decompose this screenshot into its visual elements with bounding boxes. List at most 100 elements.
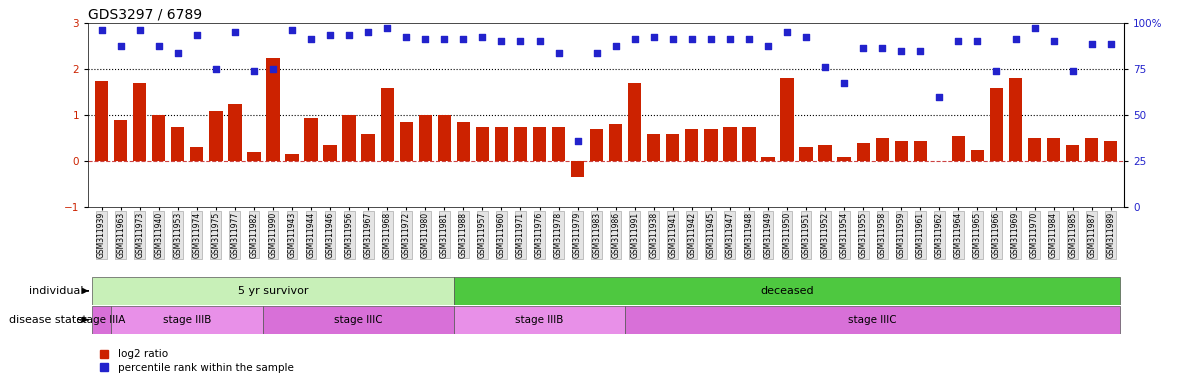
Point (434, 36, 453, 42)
Bar (95, 81, 108, 161)
FancyBboxPatch shape (454, 277, 1121, 305)
Text: stage IIIC: stage IIIC (334, 314, 383, 325)
Point (226, 29, 245, 35)
Bar (380, 88, 394, 161)
Point (454, 36, 473, 42)
Point (834, 80, 853, 86)
Text: stage IIIC: stage IIIC (849, 314, 897, 325)
Bar (1046, 138, 1060, 161)
Bar (476, 127, 490, 161)
Bar (685, 129, 698, 161)
FancyBboxPatch shape (111, 306, 264, 333)
Point (930, 94, 949, 100)
Point (797, 34, 816, 40)
Text: stage IIIA: stage IIIA (78, 314, 126, 325)
Bar (305, 118, 318, 161)
Point (853, 45, 872, 51)
Bar (704, 129, 718, 161)
Bar (552, 127, 565, 161)
Bar (743, 127, 756, 161)
Bar (971, 150, 984, 161)
Bar (419, 115, 432, 161)
Bar (457, 122, 470, 161)
Bar (1028, 138, 1042, 161)
Text: disease state: disease state (9, 314, 84, 325)
Bar (571, 161, 584, 177)
Bar (990, 88, 1003, 161)
Point (701, 36, 720, 42)
Point (1025, 25, 1044, 31)
Point (473, 34, 492, 40)
Bar (114, 120, 127, 161)
Bar (228, 104, 241, 161)
Text: 5 yr survivor: 5 yr survivor (238, 286, 308, 296)
FancyBboxPatch shape (264, 306, 454, 333)
Point (606, 43, 625, 49)
Bar (857, 143, 870, 161)
Bar (818, 145, 832, 161)
Bar (133, 83, 146, 161)
Point (625, 36, 644, 42)
Point (967, 38, 986, 45)
Point (92, 27, 111, 33)
Point (530, 38, 548, 45)
Bar (723, 127, 737, 161)
Bar (1104, 141, 1117, 161)
Bar (629, 83, 641, 161)
Bar (285, 154, 299, 161)
Point (1082, 41, 1100, 47)
Point (644, 34, 663, 40)
Point (949, 38, 967, 45)
Bar (399, 122, 413, 161)
Point (568, 137, 587, 144)
FancyBboxPatch shape (454, 306, 625, 333)
Legend: log2 ratio, percentile rank within the sample: log2 ratio, percentile rank within the s… (93, 349, 294, 372)
Point (187, 31, 206, 38)
Bar (210, 111, 222, 161)
FancyBboxPatch shape (92, 306, 111, 333)
Point (397, 34, 415, 40)
Bar (494, 127, 508, 161)
Bar (609, 124, 623, 161)
FancyBboxPatch shape (92, 277, 454, 305)
Point (282, 27, 301, 33)
Bar (1085, 138, 1098, 161)
Point (320, 31, 339, 38)
FancyBboxPatch shape (625, 306, 1121, 333)
Point (149, 43, 168, 49)
Point (816, 64, 834, 70)
Point (587, 50, 606, 56)
Point (511, 38, 530, 45)
Point (359, 29, 378, 35)
Bar (666, 134, 679, 161)
Point (683, 36, 701, 42)
Bar (324, 145, 337, 161)
Text: deceased: deceased (760, 286, 813, 296)
Bar (438, 115, 451, 161)
Point (873, 45, 892, 51)
Bar (799, 147, 813, 161)
Text: GDS3297 / 6789: GDS3297 / 6789 (88, 8, 202, 22)
Text: stage IIIB: stage IIIB (516, 314, 564, 325)
Point (664, 36, 683, 42)
Bar (533, 127, 546, 161)
Point (892, 48, 911, 54)
Point (245, 68, 264, 74)
Bar (952, 136, 965, 161)
Point (988, 68, 1006, 74)
Point (739, 36, 758, 42)
Point (264, 66, 282, 72)
Point (1063, 68, 1082, 74)
Point (720, 36, 739, 42)
Point (131, 27, 149, 33)
Point (340, 31, 359, 38)
Bar (266, 58, 280, 161)
Bar (876, 138, 889, 161)
Point (1102, 41, 1121, 47)
Bar (647, 134, 660, 161)
Point (758, 43, 777, 49)
Point (168, 50, 187, 56)
Text: stage IIIB: stage IIIB (164, 314, 212, 325)
Point (1006, 36, 1025, 42)
Point (492, 38, 511, 45)
